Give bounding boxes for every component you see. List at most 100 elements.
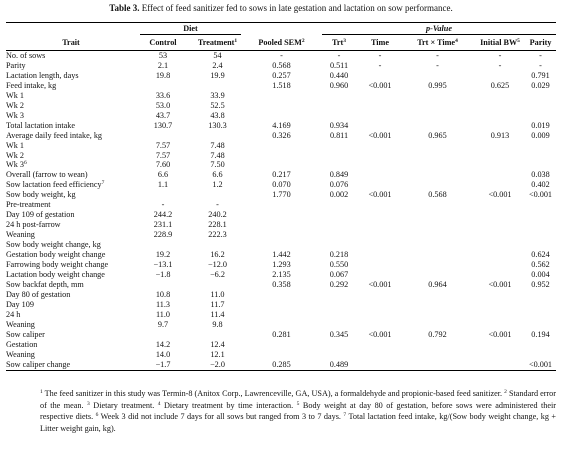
column-label: Initial BW	[480, 38, 518, 47]
cell-value: 10.8	[155, 289, 171, 299]
table-caption: Table 3. Effect of feed sanitizer fed to…	[0, 3, 562, 13]
trait-cell: Day 109 of gestation	[6, 210, 136, 220]
trait-cell: Gestation body weight change	[6, 250, 136, 260]
value-cell: -	[525, 51, 556, 61]
table-row: Total lactation intake 130.7 130.3 4.169 0.9…	[6, 121, 556, 131]
value-cell	[318, 320, 360, 330]
value-cell	[136, 240, 190, 250]
value-cell	[318, 91, 360, 101]
trait-cell: No. of sows	[6, 51, 136, 61]
trait-label: Gestation body weight change	[6, 250, 106, 260]
value-cell	[400, 240, 475, 250]
value-cell: 11.4	[190, 310, 245, 320]
cell-value: <0.001	[368, 130, 392, 140]
value-cell: 2.4	[190, 61, 245, 71]
value-cell	[400, 320, 475, 330]
value-cell: 9.8	[190, 320, 245, 330]
trait-label: Weaning	[6, 349, 35, 359]
value-cell: 16.2	[190, 250, 245, 260]
cell-value: 6.6	[212, 170, 223, 180]
value-cell: 0.217	[245, 170, 318, 180]
cell-value: 0.194	[531, 329, 550, 339]
value-cell	[400, 270, 475, 280]
value-cell	[525, 200, 556, 210]
value-cell: 0.792	[400, 330, 475, 340]
value-cell: 2.1	[136, 61, 190, 71]
value-cell	[400, 230, 475, 240]
footnote-mark: 1	[40, 389, 43, 395]
footnote-mark: 6	[95, 412, 99, 418]
group-header: p-Value	[318, 22, 557, 36]
cell-value: −6.2	[210, 269, 225, 279]
value-cell: 11.7	[190, 300, 245, 310]
cell-value: 0.257	[272, 70, 291, 80]
cell-value: 0.562	[531, 260, 550, 270]
value-cell	[400, 290, 475, 300]
table-row: Sow caliper 0.281 0.345 <0.001 0.792 <0.001 0.…	[6, 330, 556, 340]
cell-value: 0.019	[531, 120, 550, 130]
value-cell	[245, 91, 318, 101]
value-cell: 6.6	[136, 170, 190, 180]
value-cell	[190, 81, 245, 91]
value-cell: -	[400, 51, 475, 61]
cell-value: -	[498, 51, 502, 60]
cell-value: 1.293	[272, 260, 291, 270]
value-cell: 0.019	[525, 121, 556, 131]
cell-value: 0.076	[329, 180, 349, 190]
cell-value: 1.1	[157, 180, 169, 190]
value-cell	[525, 240, 556, 250]
cell-value: 0.281	[272, 329, 291, 339]
value-cell: 0.257	[245, 71, 318, 81]
value-cell	[318, 200, 360, 210]
value-cell: 53	[136, 51, 190, 61]
cell-value: 33.6	[155, 90, 171, 100]
trait-label: Overall (farrow to wean)	[6, 170, 88, 180]
value-cell	[136, 131, 190, 141]
trait-label: Wk 3	[6, 110, 24, 120]
value-cell: 0.281	[245, 330, 318, 340]
trait-label: Sow caliper change	[6, 359, 71, 369]
value-cell	[400, 200, 475, 210]
cell-value: 0.550	[329, 260, 349, 270]
value-cell	[525, 101, 556, 111]
value-cell: 240.2	[190, 210, 245, 220]
value-cell: 7.57	[136, 151, 190, 161]
value-cell: 1.1	[136, 180, 190, 190]
value-cell	[525, 290, 556, 300]
cell-value: <0.001	[528, 190, 553, 200]
cell-value: 16.2	[210, 250, 225, 260]
group-header: Diet	[136, 22, 245, 36]
value-cell	[525, 151, 556, 161]
footnote-ref: 4	[455, 38, 458, 44]
cell-value: 2.1	[157, 60, 169, 70]
value-cell: 228.9	[136, 230, 190, 240]
cell-value: 11.0	[155, 309, 171, 319]
value-cell: 1.518	[245, 81, 318, 91]
value-cell: 0.625	[475, 81, 525, 91]
trait-cell: Wk 1	[6, 91, 136, 101]
value-cell: <0.001	[475, 330, 525, 340]
value-cell: -	[475, 51, 525, 61]
cell-value: 19.8	[155, 70, 171, 80]
trait-label: Feed intake, kg	[6, 80, 57, 90]
value-cell	[475, 220, 525, 230]
value-cell: 0.194	[525, 330, 556, 340]
footnote: 2 Standard error of the mean.	[40, 389, 556, 410]
value-cell	[400, 359, 475, 371]
footnote-text: Week 3 did not include 7 days for all so…	[100, 412, 341, 421]
value-cell: -	[318, 51, 360, 61]
value-cell	[475, 91, 525, 101]
data-table: Diet p-Value Trait Control Treatment1 Poole…	[6, 22, 557, 371]
value-cell	[245, 210, 318, 220]
cell-value: 0.791	[531, 70, 550, 80]
cell-value: -	[539, 60, 542, 70]
cell-value: 0.038	[531, 170, 550, 180]
cell-value: 4.169	[272, 120, 291, 130]
value-cell: 43.8	[190, 111, 245, 121]
value-cell: 0.913	[475, 131, 525, 141]
value-cell: <0.001	[360, 131, 400, 141]
trait-label: Wk 2	[6, 100, 24, 110]
value-cell: -	[400, 61, 475, 71]
trait-label: Pre-treatment	[6, 200, 51, 210]
